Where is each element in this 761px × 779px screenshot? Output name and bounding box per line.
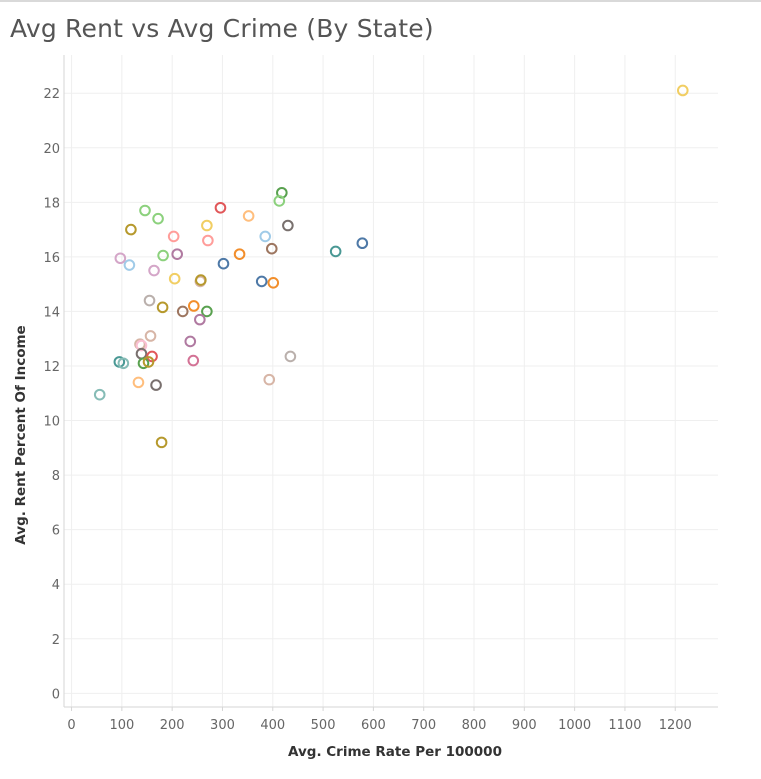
data-point[interactable] [263,373,276,386]
tick-labels: 0 100 200 300 400 500 600 700 800 900 1000 1100 1200… [43,87,691,733]
x-tick-label: 500 [311,718,336,733]
data-point[interactable] [137,357,150,370]
data-point[interactable] [201,305,213,318]
data-point[interactable] [265,242,278,255]
y-tick-label: 6 [52,524,60,539]
y-tick-label: 20 [43,142,60,157]
data-point[interactable] [267,276,280,289]
y-tick-label: 2 [52,633,60,648]
data-point[interactable] [142,356,155,368]
x-tick-label: 300 [210,718,235,733]
x-tick-label: 800 [462,718,487,733]
data-point[interactable] [157,249,169,262]
data-point[interactable] [114,252,127,265]
y-tick-label: 14 [43,305,60,320]
data-point[interactable] [156,301,169,314]
data-point[interactable] [201,219,213,232]
data-point[interactable] [187,354,200,367]
data-point[interactable] [135,339,148,352]
axes [63,55,718,711]
data-points [93,84,689,449]
x-tick-label: 1100 [608,718,641,733]
x-tick-label: 600 [361,718,386,733]
data-point[interactable] [217,257,230,270]
data-point[interactable] [233,248,246,260]
y-tick-label: 18 [43,196,60,211]
x-tick-label: 0 [67,718,75,733]
data-point[interactable] [168,272,181,285]
y-tick-label: 4 [52,578,60,593]
data-point[interactable] [93,388,106,401]
x-tick-label: 100 [109,718,134,733]
data-point[interactable] [150,379,162,391]
data-point[interactable] [259,230,272,243]
data-point[interactable] [139,204,151,217]
chart-title: Avg Rent vs Avg Crime (By State) [10,14,434,43]
data-point[interactable] [195,274,207,286]
data-point[interactable] [187,300,200,312]
x-tick-label: 200 [160,718,185,733]
x-tick-label: 700 [411,718,436,733]
data-point[interactable] [176,305,189,318]
data-point[interactable] [329,245,342,258]
data-point[interactable] [255,275,268,288]
y-tick-label: 0 [52,687,60,702]
grid-lines [64,55,718,707]
data-point[interactable] [143,294,156,307]
data-point[interactable] [242,210,255,222]
data-point[interactable] [125,223,137,236]
y-tick-label: 22 [43,87,60,102]
data-point[interactable] [273,195,286,207]
x-tick-label: 400 [260,718,285,733]
top-border [0,0,761,2]
data-point[interactable] [676,84,689,97]
x-tick-label: 1000 [558,718,591,733]
data-point[interactable] [284,350,297,363]
y-tick-label: 16 [43,251,60,266]
data-point[interactable] [171,248,183,260]
data-point[interactable] [155,436,168,449]
data-point[interactable] [148,264,160,277]
data-point[interactable] [132,376,145,389]
data-point[interactable] [356,237,369,250]
x-tick-label: 900 [512,718,537,733]
data-point[interactable] [194,313,206,326]
data-point[interactable] [117,357,130,370]
data-point[interactable] [282,219,294,232]
y-tick-label: 10 [43,415,60,430]
data-point[interactable] [144,330,157,342]
x-axis-title: Avg. Crime Rate Per 100000 [288,744,502,760]
x-tick-label: 1200 [659,718,692,733]
data-point[interactable] [214,201,227,214]
data-point[interactable] [152,212,164,225]
y-tick-label: 8 [52,469,60,484]
y-axis-title: Avg. Rent Percent Of Income [13,325,29,544]
data-point[interactable] [202,234,214,247]
data-point[interactable] [123,259,136,271]
data-point[interactable] [184,335,197,348]
data-point[interactable] [167,230,180,243]
y-tick-label: 12 [43,360,60,375]
